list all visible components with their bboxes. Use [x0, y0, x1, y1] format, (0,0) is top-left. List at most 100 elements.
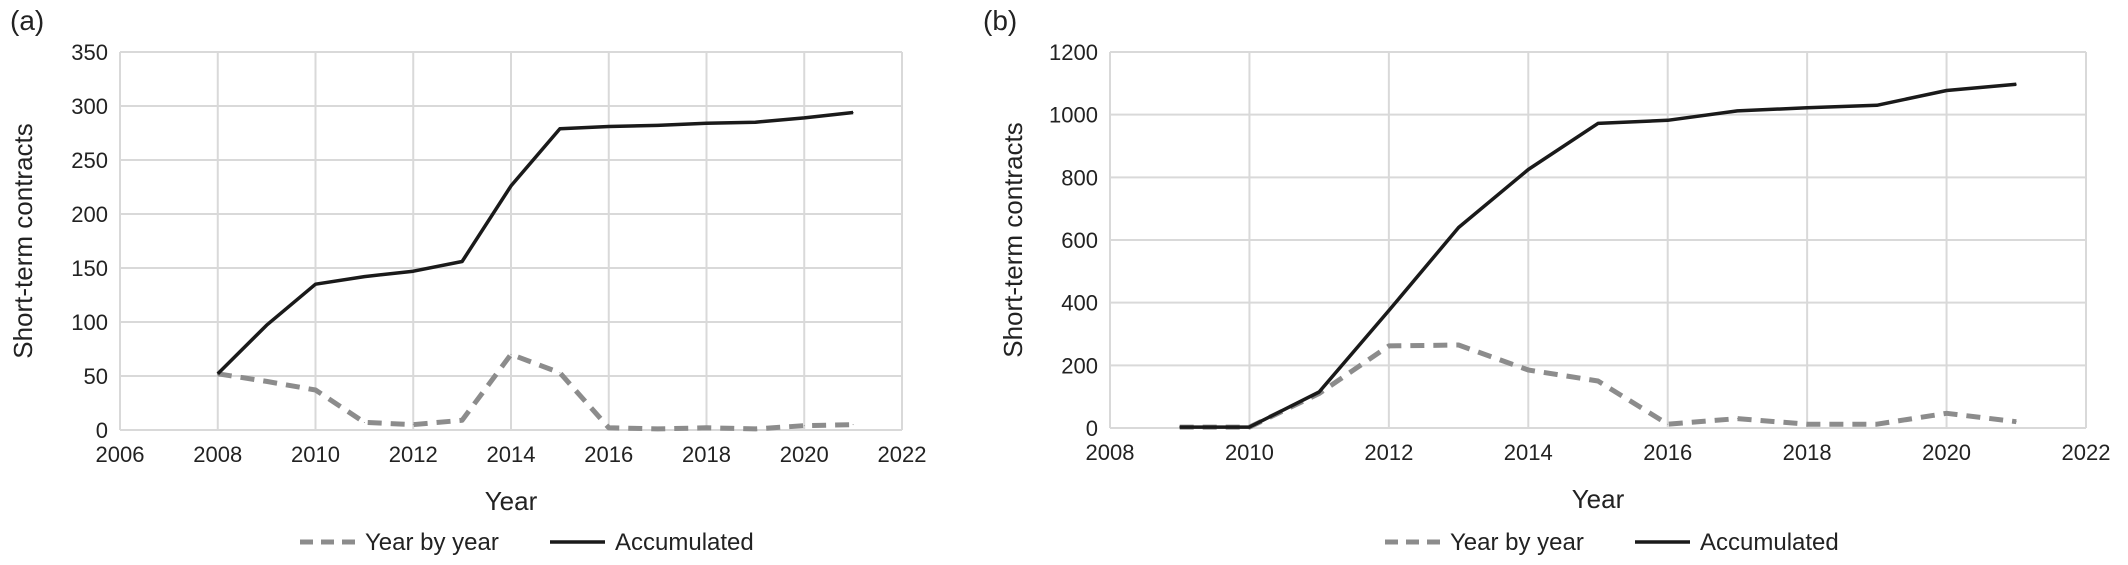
- chart-a-series-1-point: [510, 185, 512, 187]
- chart-b-x-tick-label: 2014: [1504, 440, 1553, 465]
- chart-a-x-tick-label: 2014: [487, 442, 536, 467]
- chart-a-series-0-point: [608, 427, 610, 429]
- chart-b-x-tick-label: 2018: [1783, 440, 1832, 465]
- chart-b-series-1-point: [1179, 426, 1181, 428]
- chart-a-series-0-point: [657, 428, 659, 430]
- chart-a-series-1-point: [754, 121, 756, 123]
- chart-b-x-tick-label: 2022: [2062, 440, 2111, 465]
- chart-a-series-1-point: [217, 373, 219, 375]
- chart-b-x-axis-title: Year: [1572, 484, 1625, 514]
- chart-a-series-1-point: [559, 128, 561, 130]
- chart-a-x-tick-label: 2008: [193, 442, 242, 467]
- chart-a-series-0-point: [363, 421, 365, 423]
- chart-b-y-tick-label: 200: [1061, 353, 1098, 378]
- chart-a-x-tick-label: 2022: [878, 442, 927, 467]
- chart-a-series-1-point: [608, 126, 610, 128]
- chart-a-y-tick-label: 150: [71, 256, 108, 281]
- chart-a-legend-label-year-by-year: Year by year: [365, 529, 499, 556]
- chart-b-x-tick-label: 2008: [1086, 440, 1135, 465]
- chart-a-y-tick-label: 250: [71, 148, 108, 173]
- chart-a-series-1-point: [657, 124, 659, 126]
- chart-b-series-1-point: [1806, 107, 1808, 109]
- chart-b-series-0-point: [1388, 345, 1390, 347]
- chart-b-series-1-point: [1876, 104, 1878, 106]
- chart-b-series-0-point: [1946, 412, 1948, 414]
- chart-panel-a: (a) 0 50 100 150 200 250 300 350 2006 2008 2010 2012…: [8, 5, 927, 556]
- chart-b-y-tick-label: 800: [1061, 165, 1098, 190]
- chart-b-series-1-point: [1388, 310, 1390, 311]
- chart-b-series-1-point: [1597, 122, 1599, 124]
- chart-a-series-1-point: [803, 117, 805, 119]
- chart-b-series-0-point: [1458, 344, 1460, 346]
- chart-b-series-line-1: [1179, 82, 2017, 429]
- chart-b-y-tick-label: 400: [1061, 291, 1098, 316]
- chart-b-series-0-point: [2015, 421, 2017, 423]
- chart-a-series-1-point: [266, 324, 268, 326]
- chart-b-legend-label-year-by-year: Year by year: [1450, 529, 1584, 556]
- chart-a-series-line-1: [216, 110, 854, 376]
- chart-b-series-1-point: [1736, 110, 1738, 112]
- chart-a-x-axis-title: Year: [485, 486, 538, 516]
- chart-b-series-line-0: [1179, 342, 2017, 430]
- chart-b-x-tick-label: 2020: [1922, 440, 1971, 465]
- chart-a-series-1-point: [315, 283, 316, 285]
- chart-a-series-0-point: [510, 353, 512, 355]
- chart-a-series-1-point: [412, 270, 414, 272]
- chart-a-x-tick-label: 2016: [584, 442, 633, 467]
- chart-a-series-0-point: [266, 380, 268, 382]
- chart-a-y-tick-label: 50: [84, 364, 108, 389]
- chart-a-y-tick-label: 300: [71, 94, 108, 119]
- chart-a-series-1-point: [461, 261, 463, 263]
- chart-b-y-axis-title: Short-term contracts: [998, 122, 1028, 358]
- chart-a-y-axis-title: Short-term contracts: [8, 123, 38, 359]
- chart-a-series-0-point: [803, 425, 805, 427]
- chart-a-series-1-point: [852, 111, 854, 113]
- chart-b-series-0-point: [1736, 418, 1738, 420]
- chart-b-y-tick-label: 600: [1061, 228, 1098, 253]
- chart-a-y-tick-label: 350: [71, 40, 108, 65]
- chart-b-panel-label: (b): [983, 5, 1017, 36]
- chart-a-x-tick-label: 2006: [96, 442, 145, 467]
- chart-b-series-1-point: [1318, 391, 1320, 393]
- chart-b-x-tick-label: 2012: [1364, 440, 1413, 465]
- chart-a-series-1-point: [706, 122, 707, 124]
- chart-b-series-1-point: [2015, 83, 2017, 85]
- chart-a-panel-label: (a): [10, 5, 44, 36]
- chart-b-x-tick-label: 2016: [1643, 440, 1692, 465]
- chart-a-x-tick-label: 2012: [389, 442, 438, 467]
- chart-b-x-tick-label: 2010: [1225, 440, 1274, 465]
- chart-b-y-tick-label: 0: [1086, 416, 1098, 441]
- chart-b-y-tick-label: 1200: [1049, 40, 1098, 65]
- chart-b-series-1-point: [1458, 226, 1460, 228]
- chart-a-x-tick-label: 2010: [291, 442, 340, 467]
- chart-a-x-tick-label: 2020: [780, 442, 829, 467]
- chart-a-series-0-point: [315, 389, 316, 391]
- chart-a-x-tick-label: 2018: [682, 442, 731, 467]
- chart-a-series-0-point: [706, 427, 707, 429]
- chart-b-series-1-point: [1527, 169, 1529, 170]
- chart-b-series-1-point: [1667, 119, 1669, 121]
- chart-b-series-1-point: [1946, 90, 1948, 92]
- chart-b-legend-label-accumulated: Accumulated: [1700, 529, 1839, 556]
- chart-b-series-0-point: [1667, 423, 1669, 425]
- chart-b-y-tick-label: 1000: [1049, 103, 1098, 128]
- chart-a-y-tick-label: 100: [71, 310, 108, 335]
- chart-a-series-0-point: [754, 428, 756, 430]
- chart-b-series-0-point: [1876, 423, 1878, 425]
- chart-a-y-tick-label: 200: [71, 202, 108, 227]
- chart-a-series-0-point: [852, 424, 854, 426]
- chart-b-series-0-point: [1806, 423, 1808, 425]
- chart-a-y-tick-label: 0: [96, 418, 108, 443]
- chart-panel-b: (b) 0 200 400 600 800 1000 1200 2008 2010 2012 2014…: [975, 0, 2110, 565]
- chart-b-series-1-point: [1248, 426, 1250, 428]
- chart-a-svg: (a) 0 50 100 150 200 250 300 350 2006 2008 2010 2012…: [8, 5, 927, 556]
- chart-a-series-line-0: [217, 351, 854, 432]
- chart-a-series-0-point: [559, 372, 561, 374]
- chart-b-svg: (b) 0 200 400 600 800 1000 1200 2008 2010 2012 2014…: [983, 5, 2110, 556]
- chart-a-series-1-point: [363, 276, 365, 278]
- chart-a-legend-label-accumulated: Accumulated: [615, 529, 754, 556]
- chart-b-series-0-point: [1527, 369, 1529, 371]
- chart-b-series-0-point: [1597, 380, 1599, 382]
- chart-a-series-0-point: [461, 419, 463, 421]
- chart-a-series-0-point: [412, 424, 414, 426]
